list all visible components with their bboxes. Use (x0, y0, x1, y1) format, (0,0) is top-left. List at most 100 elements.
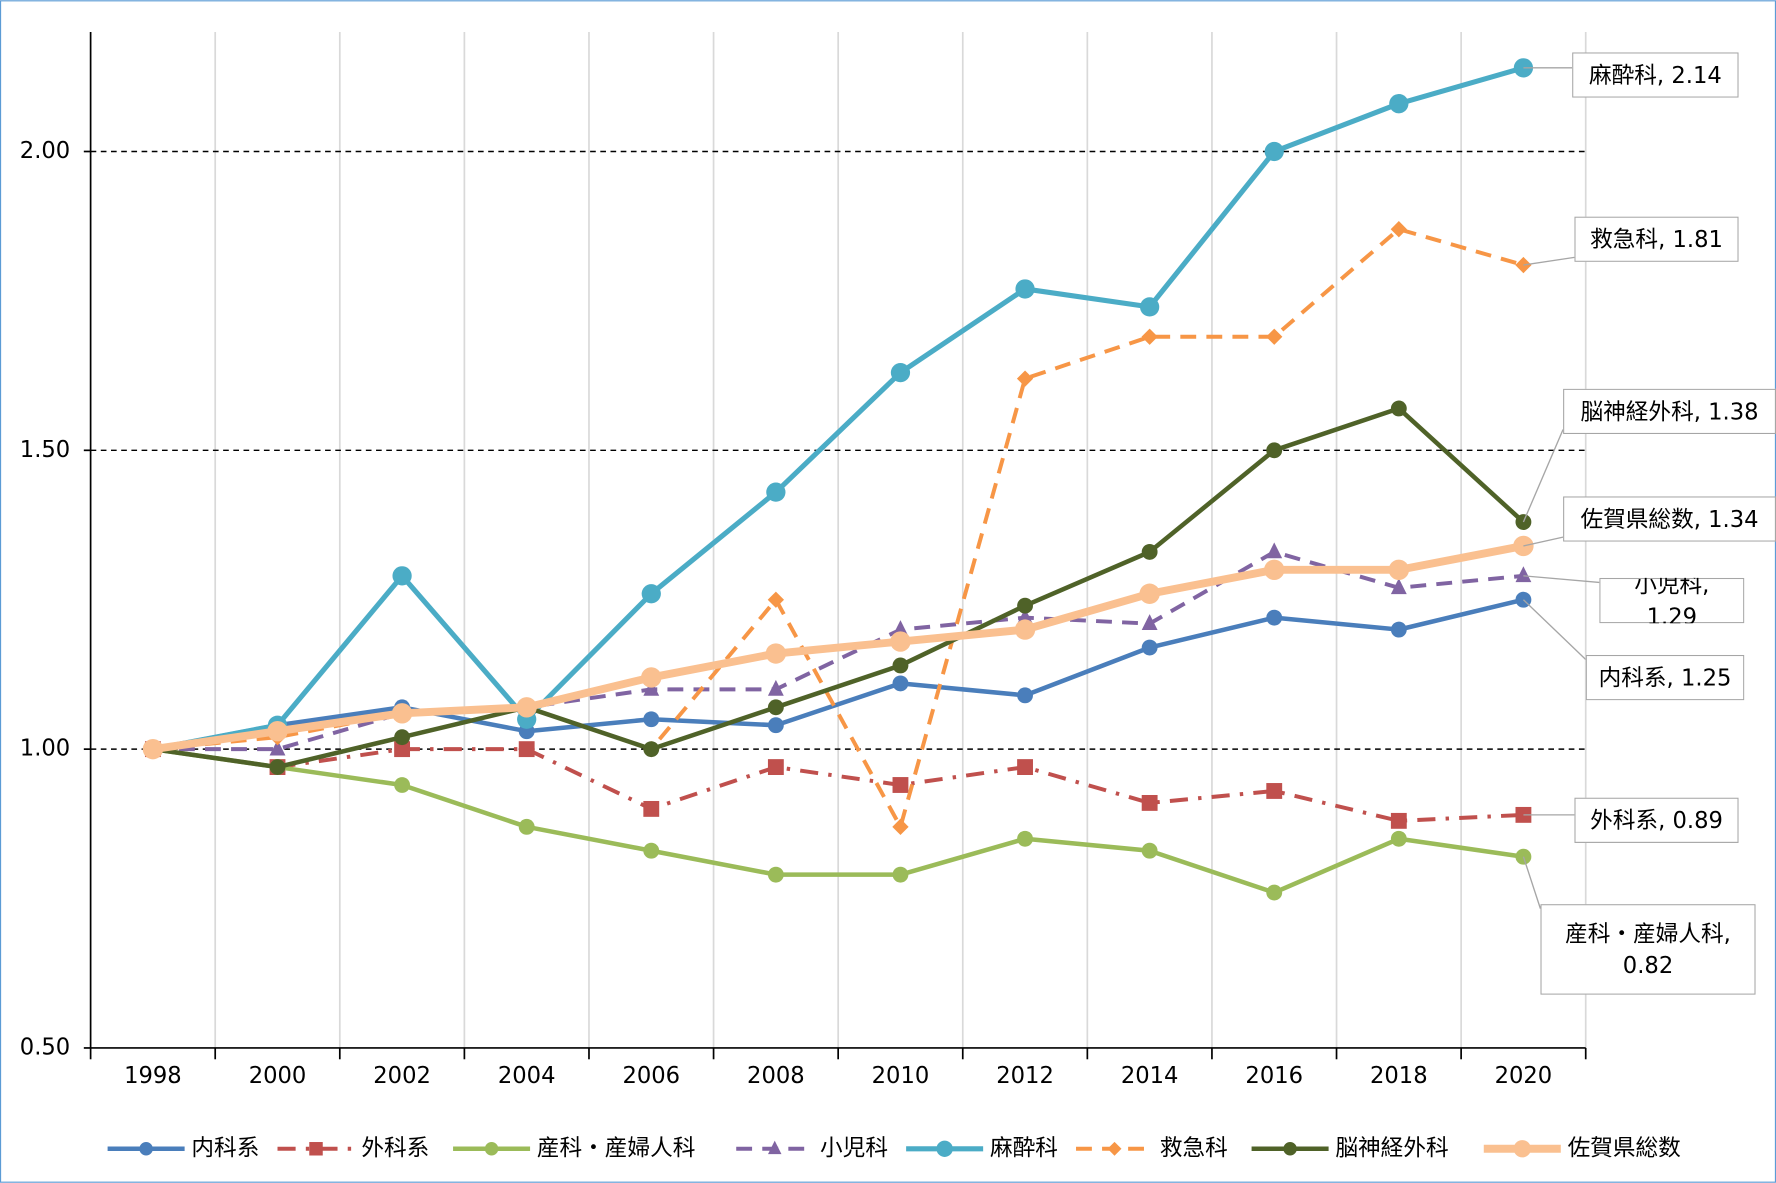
x-tick-label: 2014 (1121, 1063, 1179, 1089)
marker (1139, 583, 1160, 604)
marker (1141, 794, 1158, 811)
marker (1390, 400, 1407, 417)
marker (1141, 328, 1158, 345)
data-label: 脳神経外科, 1.38 (1563, 388, 1776, 435)
marker (518, 818, 535, 835)
series-line (152, 406, 1525, 770)
marker (643, 679, 660, 696)
legend-label: 産科・産婦人科 (537, 1135, 696, 1161)
legend-label: 外科系 (361, 1135, 429, 1161)
data-label: 小児科, 1.29 (1599, 577, 1745, 624)
marker (892, 818, 909, 835)
legend-label: 内科系 (191, 1135, 259, 1161)
marker (516, 697, 537, 718)
legend-label: 脳神経外科 (1335, 1135, 1448, 1161)
legend-marker (139, 1142, 153, 1156)
marker (1266, 609, 1283, 626)
marker (643, 711, 660, 728)
series-line (152, 746, 1524, 895)
data-label-box: 外科系, 0.89 (1574, 797, 1739, 843)
marker (641, 667, 662, 688)
marker (1515, 566, 1532, 583)
data-label-box: 麻酔科, 2.14 (1572, 52, 1739, 98)
marker (767, 679, 784, 696)
marker (1390, 621, 1407, 638)
legend-label: 救急科 (1160, 1135, 1228, 1161)
legend-marker (1107, 1141, 1122, 1156)
marker (142, 738, 164, 760)
marker (767, 717, 784, 734)
marker (890, 631, 911, 652)
marker (892, 657, 909, 674)
legend-marker (936, 1140, 953, 1157)
series (144, 741, 1532, 901)
data-label-box: 内科系, 1.25 (1585, 654, 1745, 701)
x-tick-label: 2020 (1495, 1063, 1553, 1089)
legend-label: 麻酔科 (990, 1135, 1058, 1161)
data-label: 救急科, 1.81 (1574, 216, 1739, 262)
leader-line (1523, 256, 1575, 266)
marker (767, 699, 784, 716)
marker (643, 741, 660, 758)
leader-line (1522, 599, 1587, 660)
marker (1266, 542, 1283, 559)
marker (1141, 614, 1158, 630)
data-label-box: 佐賀県総数, 1.34 (1563, 496, 1776, 542)
legend-label: 佐賀県総数 (1568, 1135, 1681, 1161)
marker (394, 777, 411, 793)
series-line (152, 747, 1524, 823)
marker (394, 729, 411, 746)
series (144, 741, 1532, 829)
series-line (152, 65, 1525, 752)
marker (766, 482, 786, 502)
data-label-box: 産科・産婦人科, 0.82 (1540, 904, 1756, 995)
data-label: 産科・産婦人科, 0.82 (1540, 904, 1756, 995)
marker (1264, 559, 1285, 581)
leader-line (1522, 856, 1542, 909)
data-label-box: 小児科, 1.29 (1599, 577, 1745, 624)
leader-line (1523, 575, 1600, 584)
legend-marker (309, 1142, 323, 1156)
x-tick-label: 2012 (996, 1063, 1054, 1089)
x-tick-label: 2004 (498, 1063, 556, 1089)
marker (1141, 639, 1158, 656)
x-tick-label: 1998 (124, 1063, 182, 1089)
marker (892, 675, 909, 692)
series-line (152, 597, 1524, 752)
marker (1017, 759, 1033, 775)
y-tick-label: 2.00 (20, 138, 70, 164)
marker (890, 362, 911, 383)
marker (1017, 687, 1033, 704)
x-tick-label: 2008 (747, 1063, 805, 1089)
leader-line (1523, 536, 1564, 547)
legend-marker (1283, 1142, 1297, 1156)
x-tick-label: 2002 (373, 1063, 431, 1089)
x-tick-label: 2006 (622, 1063, 680, 1089)
legend-marker (1513, 1140, 1531, 1158)
marker (1015, 279, 1035, 299)
marker (767, 591, 785, 608)
marker (643, 800, 660, 817)
marker (1017, 597, 1033, 614)
marker (765, 643, 787, 664)
data-label-box: 脳神経外科, 1.38 (1563, 388, 1776, 435)
marker (892, 620, 909, 636)
marker (1266, 783, 1283, 799)
y-tick-label: 0.50 (20, 1034, 70, 1060)
marker (1264, 141, 1284, 162)
marker (1388, 559, 1410, 581)
marker (267, 721, 288, 742)
marker (892, 866, 909, 883)
marker (1141, 543, 1158, 560)
marker (1141, 842, 1158, 859)
marker (518, 741, 535, 758)
marker (892, 777, 909, 793)
marker (1266, 884, 1283, 901)
marker (1390, 830, 1407, 847)
marker (1016, 370, 1034, 387)
marker (1017, 830, 1033, 847)
marker (1014, 619, 1036, 640)
data-label: 麻酔科, 2.14 (1572, 52, 1739, 98)
